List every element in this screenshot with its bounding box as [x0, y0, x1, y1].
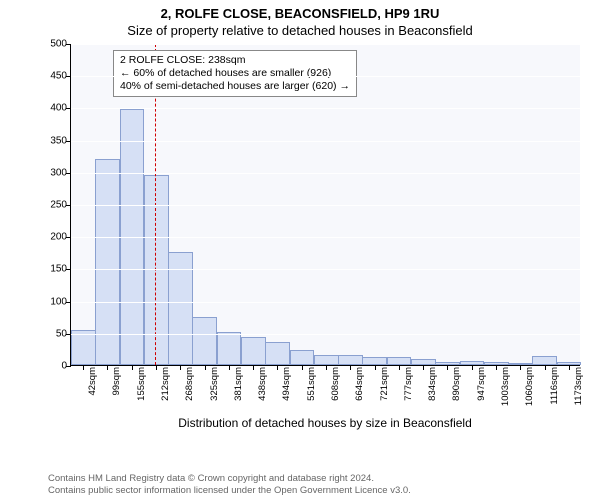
- address-line: 2, ROLFE CLOSE, BEACONSFIELD, HP9 1RU: [0, 6, 600, 21]
- gridline: [71, 173, 580, 174]
- xtick-mark: [375, 365, 376, 370]
- subtitle: Size of property relative to detached ho…: [0, 23, 600, 38]
- xtick-mark: [83, 365, 84, 370]
- xtick-mark: [277, 365, 278, 370]
- ytick-mark: [66, 269, 71, 270]
- gridline: [71, 205, 580, 206]
- xtick-mark: [107, 365, 108, 370]
- xtick-mark: [132, 365, 133, 370]
- footer: Contains HM Land Registry data © Crown c…: [48, 473, 411, 496]
- ytick-label: 400: [50, 103, 67, 114]
- xtick-label: 494sqm: [281, 367, 292, 401]
- xtick-mark: [180, 365, 181, 370]
- xtick-mark: [545, 365, 546, 370]
- xtick-label: 1173sqm: [573, 367, 584, 405]
- xtick-label: 721sqm: [379, 367, 390, 401]
- gridline: [71, 334, 580, 335]
- xtick-label: 1060sqm: [524, 367, 535, 406]
- bar: [362, 357, 387, 365]
- ytick-mark: [66, 76, 71, 77]
- xtick-label: 381sqm: [233, 367, 244, 401]
- xtick-label: 890sqm: [451, 367, 462, 401]
- xtick-label: 1003sqm: [500, 367, 511, 406]
- ytick-mark: [66, 366, 71, 367]
- gridline: [71, 108, 580, 109]
- ytick-label: 150: [50, 264, 67, 275]
- xtick-mark: [205, 365, 206, 370]
- xtick-mark: [472, 365, 473, 370]
- xtick-label: 99sqm: [111, 367, 122, 396]
- bar: [387, 357, 412, 365]
- xtick-mark: [350, 365, 351, 370]
- bar: [241, 337, 266, 365]
- ytick-label: 250: [50, 200, 67, 211]
- xtick-mark: [399, 365, 400, 370]
- bar: [71, 330, 96, 365]
- annot-line3: 40% of semi-detached houses are larger (…: [120, 80, 350, 93]
- xtick-mark: [302, 365, 303, 370]
- xtick-mark: [447, 365, 448, 370]
- bar: [192, 317, 217, 365]
- xtick-mark: [156, 365, 157, 370]
- ytick-mark: [66, 302, 71, 303]
- xtick-label: 947sqm: [476, 367, 487, 401]
- ytick-mark: [66, 237, 71, 238]
- ytick-mark: [66, 205, 71, 206]
- xtick-label: 551sqm: [306, 367, 317, 401]
- xtick-label: 42sqm: [87, 367, 98, 396]
- xtick-label: 1116sqm: [549, 367, 560, 405]
- bar: [532, 356, 557, 365]
- xtick-mark: [496, 365, 497, 370]
- ytick-mark: [66, 141, 71, 142]
- xtick-label: 155sqm: [136, 367, 147, 401]
- footer-line1: Contains HM Land Registry data © Crown c…: [48, 473, 411, 484]
- title-block: 2, ROLFE CLOSE, BEACONSFIELD, HP9 1RU Si…: [0, 0, 600, 38]
- gridline: [71, 76, 580, 77]
- xtick-mark: [569, 365, 570, 370]
- annot-line1: 2 ROLFE CLOSE: 238sqm: [120, 54, 350, 67]
- ytick-label: 200: [50, 232, 67, 243]
- xtick-label: 325sqm: [209, 367, 220, 401]
- gridline: [71, 141, 580, 142]
- plot-wrap: Number of detached properties 2 ROLFE CL…: [48, 44, 580, 432]
- xtick-mark: [253, 365, 254, 370]
- bar: [314, 355, 339, 365]
- xtick-label: 834sqm: [427, 367, 438, 401]
- bar: [265, 342, 290, 365]
- xtick-mark: [229, 365, 230, 370]
- bar: [290, 350, 315, 365]
- gridline: [71, 302, 580, 303]
- xtick-mark: [326, 365, 327, 370]
- xtick-label: 777sqm: [403, 367, 414, 401]
- xtick-mark: [423, 365, 424, 370]
- bar: [217, 332, 242, 365]
- plot-area: 2 ROLFE CLOSE: 238sqm ← 60% of detached …: [70, 44, 580, 366]
- gridline: [71, 269, 580, 270]
- ytick-label: 350: [50, 135, 67, 146]
- ytick-mark: [66, 44, 71, 45]
- xtick-label: 664sqm: [354, 367, 365, 401]
- ytick-label: 100: [50, 296, 67, 307]
- xtick-label: 212sqm: [160, 367, 171, 401]
- ytick-mark: [66, 173, 71, 174]
- bar: [338, 355, 363, 365]
- chart-container: 2, ROLFE CLOSE, BEACONSFIELD, HP9 1RU Si…: [0, 0, 600, 500]
- xtick-label: 608sqm: [330, 367, 341, 401]
- ytick-mark: [66, 108, 71, 109]
- annotation-box: 2 ROLFE CLOSE: 238sqm ← 60% of detached …: [113, 50, 357, 97]
- ytick-label: 450: [50, 71, 67, 82]
- annot-line2: ← 60% of detached houses are smaller (92…: [120, 67, 350, 80]
- ytick-label: 500: [50, 39, 67, 50]
- gridline: [71, 237, 580, 238]
- xtick-label: 438sqm: [257, 367, 268, 401]
- footer-line2: Contains public sector information licen…: [48, 485, 411, 496]
- gridline: [71, 44, 580, 45]
- xtick-mark: [520, 365, 521, 370]
- ytick-label: 300: [50, 167, 67, 178]
- xtick-label: 268sqm: [184, 367, 195, 401]
- ytick-mark: [66, 334, 71, 335]
